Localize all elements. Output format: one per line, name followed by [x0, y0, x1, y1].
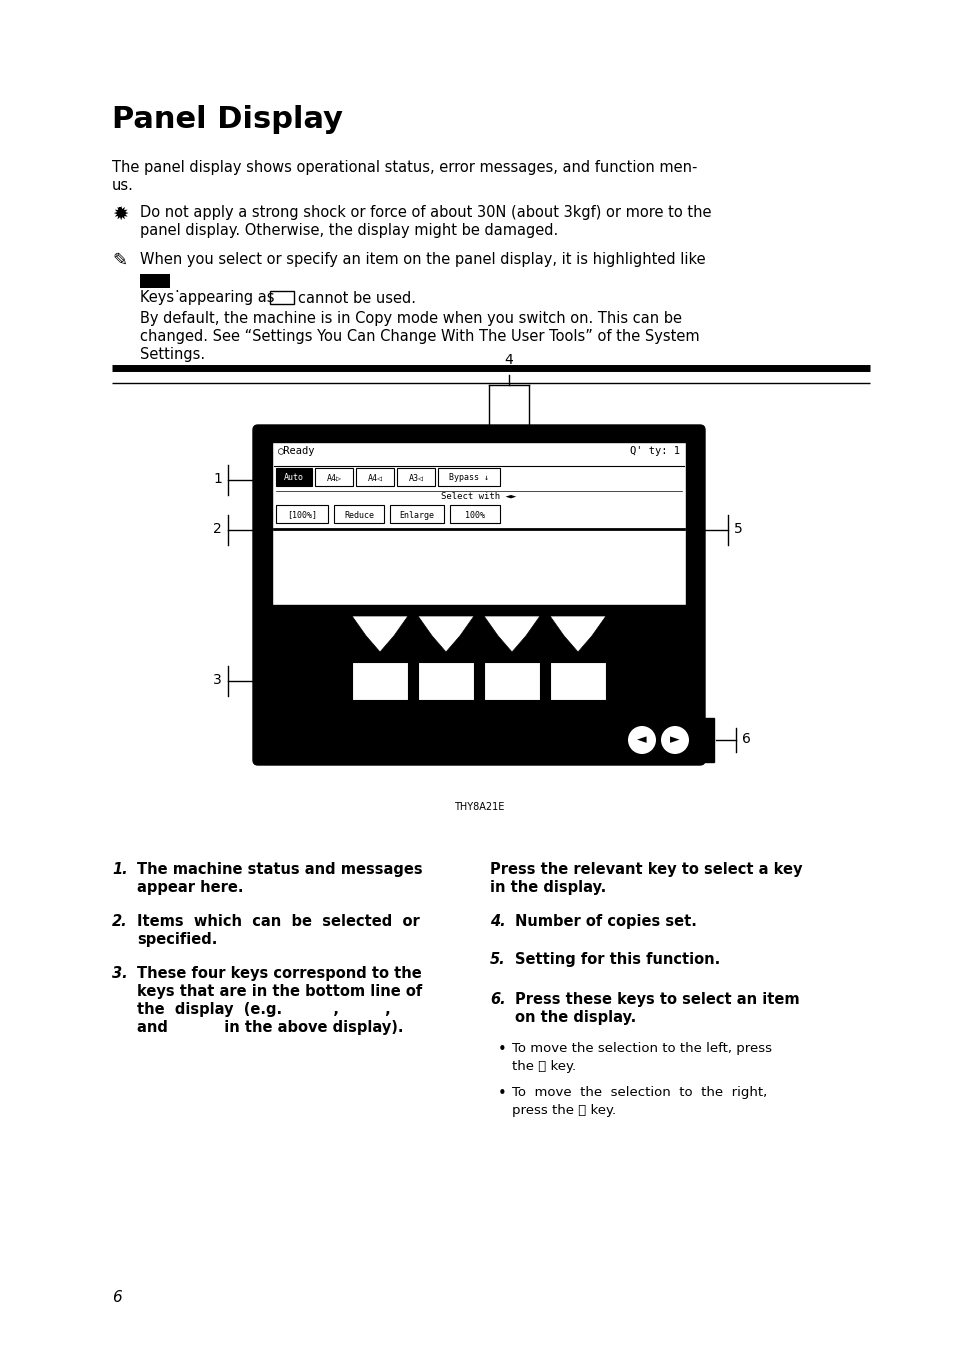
Text: 3.: 3.: [112, 966, 128, 981]
Text: 4.: 4.: [490, 915, 505, 929]
Text: •: •: [497, 1042, 506, 1056]
Text: By default, the machine is in Copy mode when you switch on. This can be: By default, the machine is in Copy mode …: [140, 311, 681, 326]
Text: the ⓐ key.: the ⓐ key.: [512, 1061, 576, 1073]
Text: 6.: 6.: [490, 992, 505, 1006]
Text: Enlarge: Enlarge: [399, 511, 434, 520]
Bar: [437, 467, 499, 486]
Text: Do not apply a strong shock or force of about 30N (about 3kgf) or more to the: Do not apply a strong shock or force of …: [140, 205, 711, 220]
Text: changed. See “Settings You Can Change With The User Tools” of the System: changed. See “Settings You Can Change Wi…: [140, 330, 699, 345]
Text: 2: 2: [213, 521, 222, 536]
Bar: [352, 662, 408, 700]
Text: on the display.: on the display.: [515, 1011, 636, 1025]
Polygon shape: [417, 616, 474, 653]
Text: 1: 1: [213, 471, 222, 486]
Text: the  display  (e.g.          ,         ,: the display (e.g. , ,: [137, 1002, 391, 1017]
Text: 5: 5: [733, 521, 742, 536]
Text: .: .: [173, 280, 178, 295]
Text: Bypass ↓: Bypass ↓: [449, 473, 489, 482]
Text: ►: ►: [670, 734, 679, 747]
Text: ✎: ✎: [112, 253, 127, 270]
Text: ○Ready: ○Ready: [277, 446, 315, 457]
Text: keys that are in the bottom line of: keys that are in the bottom line of: [137, 984, 422, 998]
Text: Panel Display: Panel Display: [112, 105, 343, 134]
Text: Setting for this function.: Setting for this function.: [515, 952, 720, 967]
Circle shape: [659, 725, 689, 755]
Text: Items  which  can  be  selected  or: Items which can be selected or: [137, 915, 419, 929]
Bar: [270, 290, 294, 304]
Polygon shape: [483, 616, 539, 653]
Text: A3◁: A3◁: [408, 473, 423, 482]
Text: These four keys correspond to the: These four keys correspond to the: [137, 966, 421, 981]
Circle shape: [627, 725, 656, 754]
FancyBboxPatch shape: [253, 426, 704, 765]
Bar: [483, 662, 539, 700]
Text: Press these keys to select an item: Press these keys to select an item: [515, 992, 799, 1006]
Text: Reduce: Reduce: [344, 511, 374, 520]
Text: 4: 4: [504, 353, 513, 367]
Text: THY8A21E: THY8A21E: [454, 802, 503, 812]
Text: To  move  the  selection  to  the  right,: To move the selection to the right,: [512, 1086, 766, 1098]
Text: appear here.: appear here.: [137, 880, 243, 894]
Bar: [417, 662, 474, 700]
Text: 1.: 1.: [112, 862, 128, 877]
Text: To move the selection to the left, press: To move the selection to the left, press: [512, 1042, 771, 1055]
Text: !: !: [116, 205, 122, 219]
Text: ✹: ✹: [112, 205, 129, 224]
Bar: [275, 505, 328, 523]
Text: ◄: ◄: [637, 734, 646, 747]
Text: [100%]: [100%]: [287, 511, 316, 520]
Text: 6: 6: [741, 732, 750, 746]
Text: The panel display shows operational status, error messages, and function men-: The panel display shows operational stat…: [112, 159, 697, 176]
Circle shape: [660, 725, 688, 754]
Text: 6: 6: [112, 1290, 122, 1305]
Text: 5.: 5.: [490, 952, 505, 967]
Text: 2.: 2.: [112, 915, 128, 929]
Bar: [355, 467, 394, 486]
Text: Select with ◄►: Select with ◄►: [441, 492, 517, 501]
Text: cannot be used.: cannot be used.: [297, 290, 416, 305]
Text: Auto: Auto: [284, 473, 304, 482]
Text: 3: 3: [213, 673, 222, 688]
Text: Q' ty: 1: Q' ty: 1: [629, 446, 679, 457]
Polygon shape: [550, 616, 605, 653]
Polygon shape: [352, 616, 408, 653]
Text: press the ⓑ key.: press the ⓑ key.: [512, 1104, 616, 1117]
Bar: [550, 662, 605, 700]
Text: Settings.: Settings.: [140, 347, 205, 362]
Bar: [450, 505, 499, 523]
Bar: [619, 717, 713, 762]
Text: Keys appearing as: Keys appearing as: [140, 290, 274, 305]
Text: Number of copies set.: Number of copies set.: [515, 915, 696, 929]
Bar: [314, 467, 353, 486]
Bar: [334, 505, 384, 523]
Bar: [140, 274, 170, 288]
Bar: [390, 505, 443, 523]
Text: A4▷: A4▷: [326, 473, 341, 482]
Bar: [275, 467, 312, 486]
Text: panel display. Otherwise, the display might be damaged.: panel display. Otherwise, the display mi…: [140, 223, 558, 238]
Text: and           in the above display).: and in the above display).: [137, 1020, 403, 1035]
Text: specified.: specified.: [137, 932, 217, 947]
Text: When you select or specify an item on the panel display, it is highlighted like: When you select or specify an item on th…: [140, 253, 705, 267]
Circle shape: [626, 725, 657, 755]
Text: A4◁: A4◁: [367, 473, 382, 482]
Text: us.: us.: [112, 178, 133, 193]
Bar: [272, 442, 685, 605]
Bar: [396, 467, 435, 486]
Text: The machine status and messages: The machine status and messages: [137, 862, 422, 877]
Text: Press the relevant key to select a key: Press the relevant key to select a key: [490, 862, 801, 877]
Text: •: •: [497, 1086, 506, 1101]
Text: in the display.: in the display.: [490, 880, 605, 894]
Text: 100%: 100%: [464, 511, 484, 520]
